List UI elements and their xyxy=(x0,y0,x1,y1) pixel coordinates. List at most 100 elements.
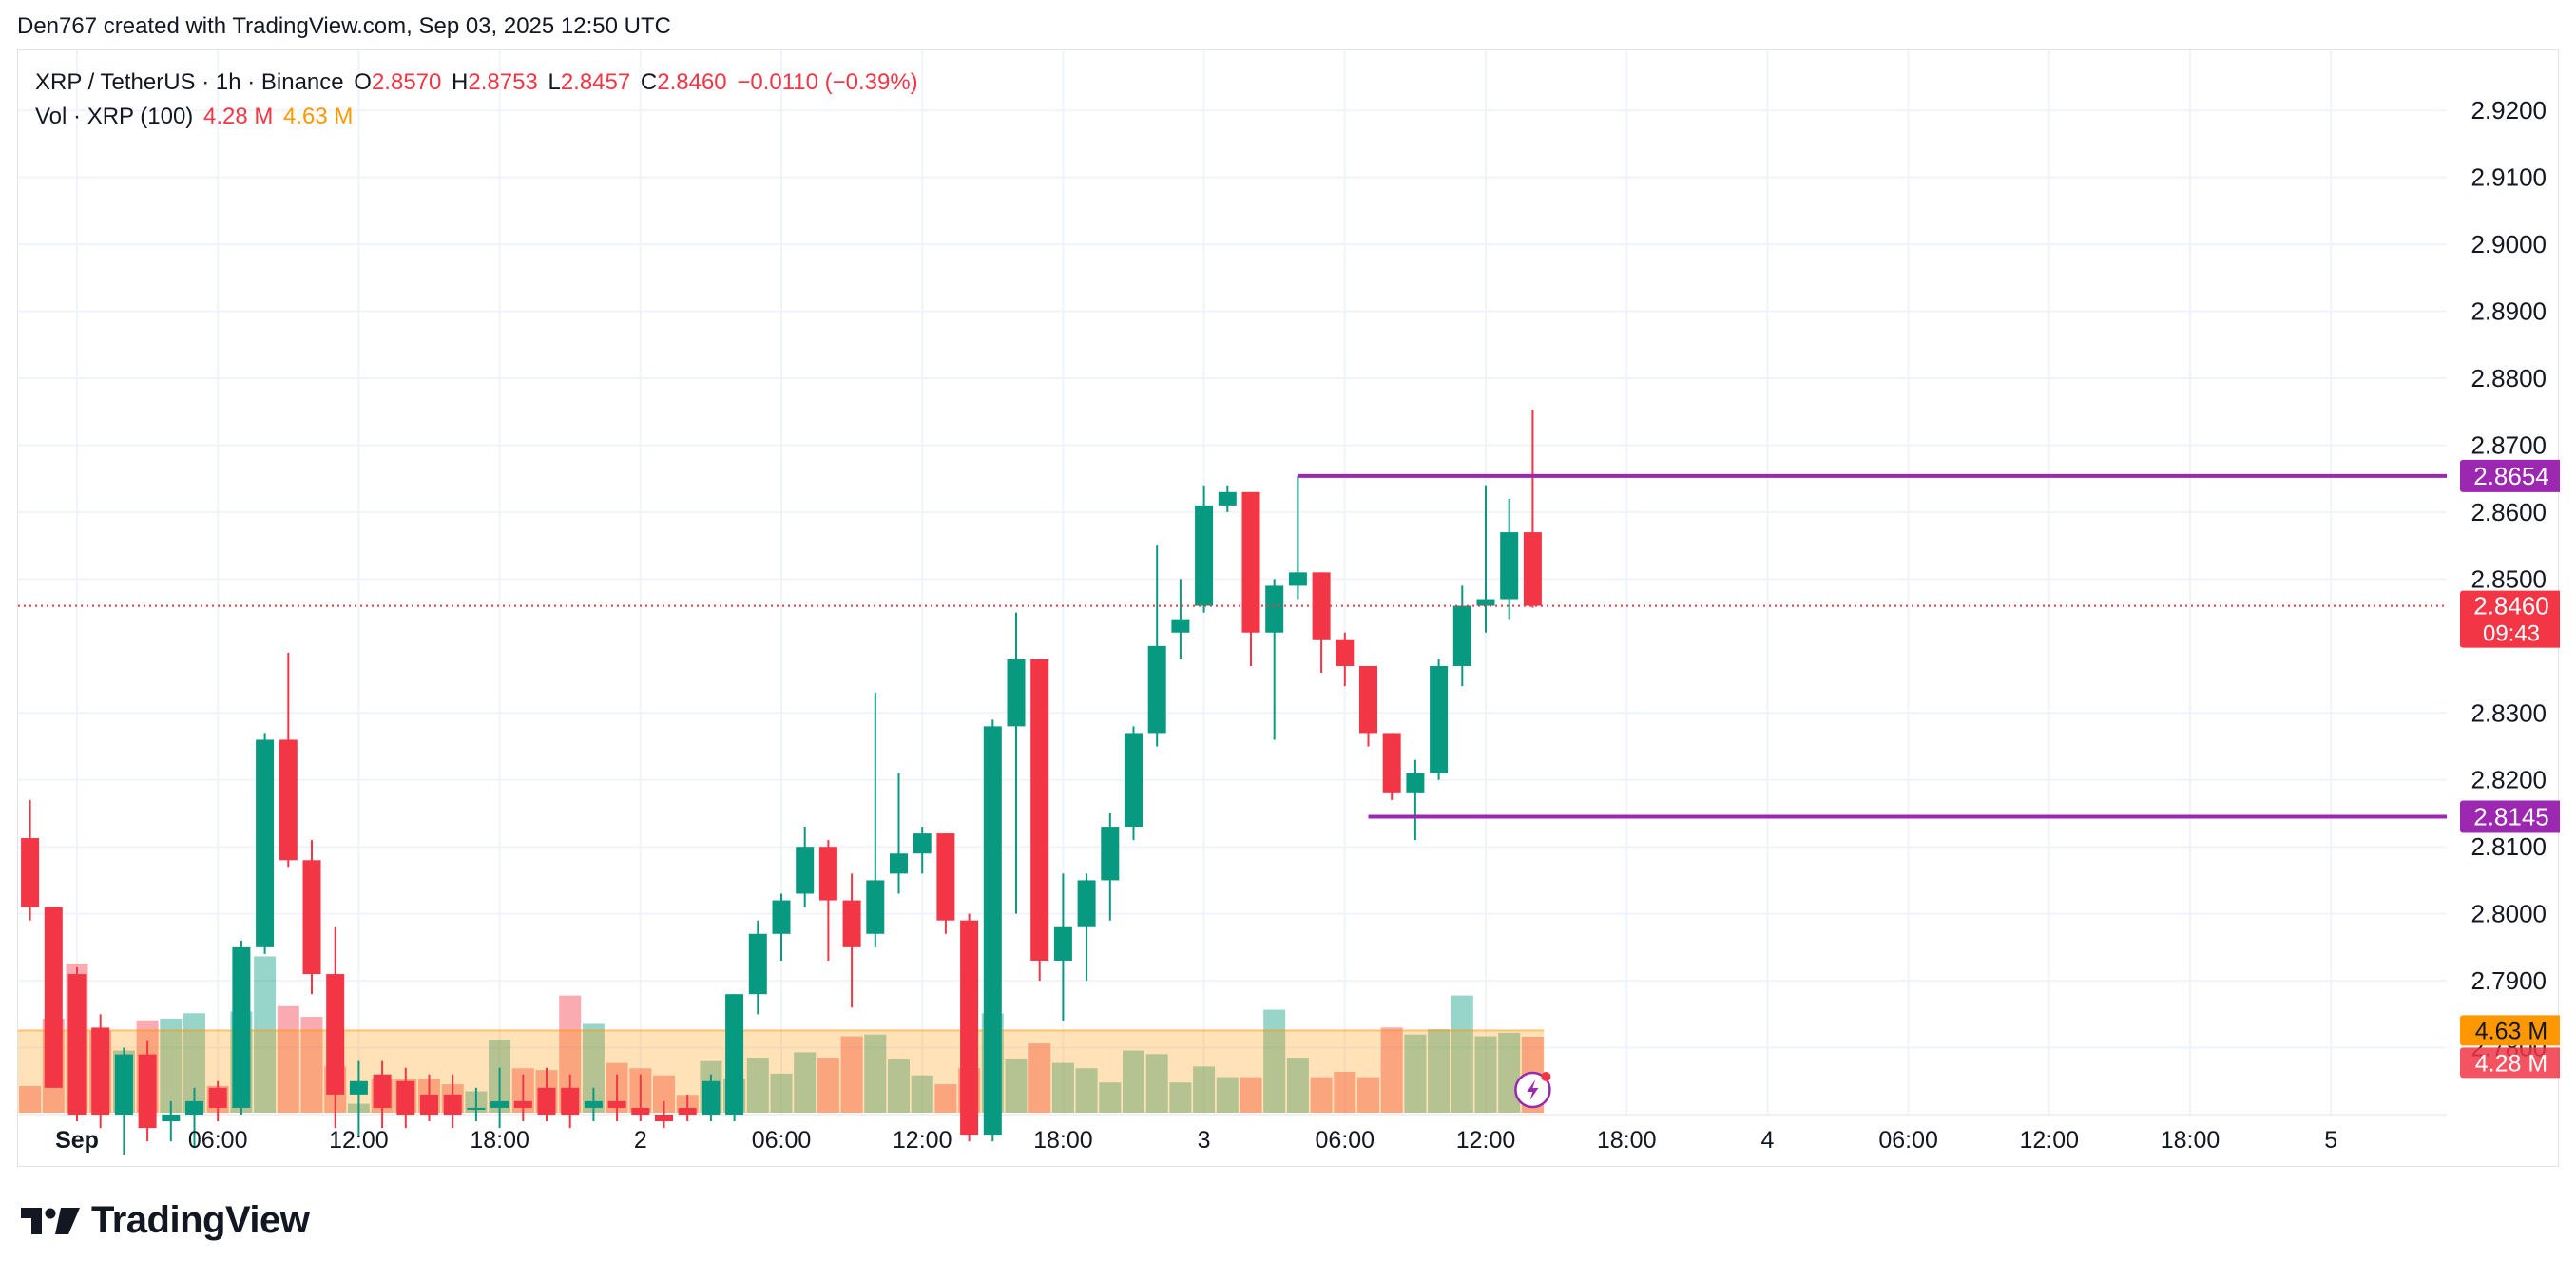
volume-bar xyxy=(1357,1077,1379,1113)
price-tick-label: 2.8600 xyxy=(2470,498,2547,526)
candle-body xyxy=(21,838,40,907)
volume-bar xyxy=(160,1018,183,1113)
time-tick-label: 3 xyxy=(1198,1127,1211,1154)
time-tick-label: 12:00 xyxy=(329,1127,389,1154)
symbol-name[interactable]: XRP / TetherUS · 1h · Binance xyxy=(35,69,344,95)
tradingview-logo[interactable]: TradingView xyxy=(21,1199,310,1242)
volume-ma-tag xyxy=(2460,1015,2560,1046)
time-tick-label: 06:00 xyxy=(188,1127,248,1154)
time-tick-label: 18:00 xyxy=(2161,1127,2220,1154)
candle-body xyxy=(702,1080,721,1115)
candle-body xyxy=(1171,619,1190,633)
candle-body xyxy=(1312,572,1331,640)
volume-bar xyxy=(1451,995,1473,1113)
candle-body xyxy=(326,974,345,1095)
last-price-label: 2.8460 xyxy=(2473,592,2549,620)
level-price-label: 2.8145 xyxy=(2473,802,2549,830)
candle-body xyxy=(960,920,979,1136)
high-label: H xyxy=(452,69,469,95)
volume-bar xyxy=(1263,1009,1286,1113)
candle-body xyxy=(1452,605,1471,666)
high-value: 2.8753 xyxy=(468,69,538,95)
candle-body xyxy=(349,1080,368,1095)
time-tick-label: 06:00 xyxy=(752,1127,812,1154)
price-tick-label: 2.8300 xyxy=(2470,698,2547,727)
candle-body xyxy=(185,1100,203,1115)
volume-bar xyxy=(254,956,277,1113)
volume-bar xyxy=(746,1058,769,1113)
candle-body xyxy=(1147,645,1166,734)
candle-body xyxy=(420,1094,438,1115)
time-tick-label: 18:00 xyxy=(1597,1127,1657,1154)
close-label: C xyxy=(640,69,658,95)
candle-body xyxy=(1406,773,1425,793)
lightning-bolt xyxy=(1527,1079,1539,1100)
time-tick-label: 06:00 xyxy=(1878,1127,1938,1154)
volume-bar xyxy=(794,1052,817,1113)
volume-bar xyxy=(1240,1077,1262,1113)
volume-bar xyxy=(1404,1034,1427,1113)
price-tick-label: 2.9100 xyxy=(2470,163,2547,192)
price-chart[interactable]: 2.9200 2.9100 2.9000 2.8900 2.8800 2.8700 2.86… xyxy=(18,50,2560,1168)
chart-legend: XRP / TetherUS · 1h · Binance O2.8570 H2… xyxy=(35,66,922,134)
volume-bar xyxy=(1145,1054,1168,1113)
price-tick-label: 2.8700 xyxy=(2470,430,2547,459)
candle-body xyxy=(1288,572,1307,586)
tradingview-logo-text: TradingView xyxy=(91,1199,310,1241)
volume-indicator-label[interactable]: Vol · XRP (100) xyxy=(35,104,194,129)
candle-body xyxy=(443,1094,462,1115)
open-value: 2.8570 xyxy=(371,69,442,95)
volume-bar xyxy=(1028,1043,1051,1113)
volume-tag xyxy=(2460,1047,2560,1079)
volume-bar xyxy=(653,1075,675,1113)
candle-body xyxy=(1125,733,1143,828)
volume-bar xyxy=(1286,1058,1309,1113)
volume-bar xyxy=(1380,1027,1403,1113)
volume-ma-value: 4.63 M xyxy=(283,104,354,129)
candle-body xyxy=(655,1115,673,1122)
time-tick-label: 06:00 xyxy=(1316,1127,1375,1154)
candle-body xyxy=(913,833,932,854)
candle-body xyxy=(725,994,744,1115)
candle-body xyxy=(866,880,885,934)
candle-body xyxy=(302,860,321,975)
candle-body xyxy=(537,1087,556,1115)
candle-body xyxy=(890,853,908,874)
candle-body xyxy=(1101,827,1120,881)
time-tick-label: 4 xyxy=(1760,1127,1774,1154)
volume-bar xyxy=(864,1034,887,1113)
volume-bar xyxy=(1193,1066,1216,1113)
price-tick-label: 2.8200 xyxy=(2470,766,2547,794)
candle-body xyxy=(1218,491,1237,506)
open-label: O xyxy=(354,69,372,95)
volume-bar xyxy=(1051,1062,1074,1113)
candle-body xyxy=(91,1027,110,1115)
candle-body xyxy=(936,833,955,921)
candle-body xyxy=(256,739,275,947)
candle-body xyxy=(1336,639,1355,666)
price-tick-label: 2.8100 xyxy=(2470,832,2547,861)
symbol-line: XRP / TetherUS · 1h · Binance O2.8570 H2… xyxy=(35,66,922,100)
candle-body xyxy=(138,1054,157,1129)
candle-body xyxy=(561,1087,580,1115)
candle-body xyxy=(1077,880,1096,927)
candle-body xyxy=(467,1107,486,1110)
volume-line: Vol · XRP (100) 4.28 M 4.63 M xyxy=(35,100,922,134)
volume-bar xyxy=(582,1023,605,1113)
time-tick-label: Sep xyxy=(55,1127,99,1154)
volume-bar xyxy=(817,1058,839,1113)
volume-bar xyxy=(277,1005,299,1113)
low-value: 2.8457 xyxy=(560,69,631,95)
time-tick-label: 2 xyxy=(634,1127,647,1154)
candle-body xyxy=(1265,585,1284,633)
candle-body xyxy=(1382,733,1401,793)
time-tick-label: 18:00 xyxy=(470,1127,529,1154)
chart-area[interactable]: 2.9200 2.9100 2.9000 2.8900 2.8800 2.8700 2.86… xyxy=(17,49,2560,1168)
candle-body xyxy=(1195,505,1214,606)
volume-bar xyxy=(934,1084,957,1113)
candle-body xyxy=(114,1054,133,1115)
volume-bar xyxy=(1169,1082,1192,1113)
price-tick-label: 2.7900 xyxy=(2470,966,2547,995)
chart-credit: Den767 created with TradingView.com, Sep… xyxy=(17,13,671,39)
candle-body xyxy=(1430,665,1449,773)
